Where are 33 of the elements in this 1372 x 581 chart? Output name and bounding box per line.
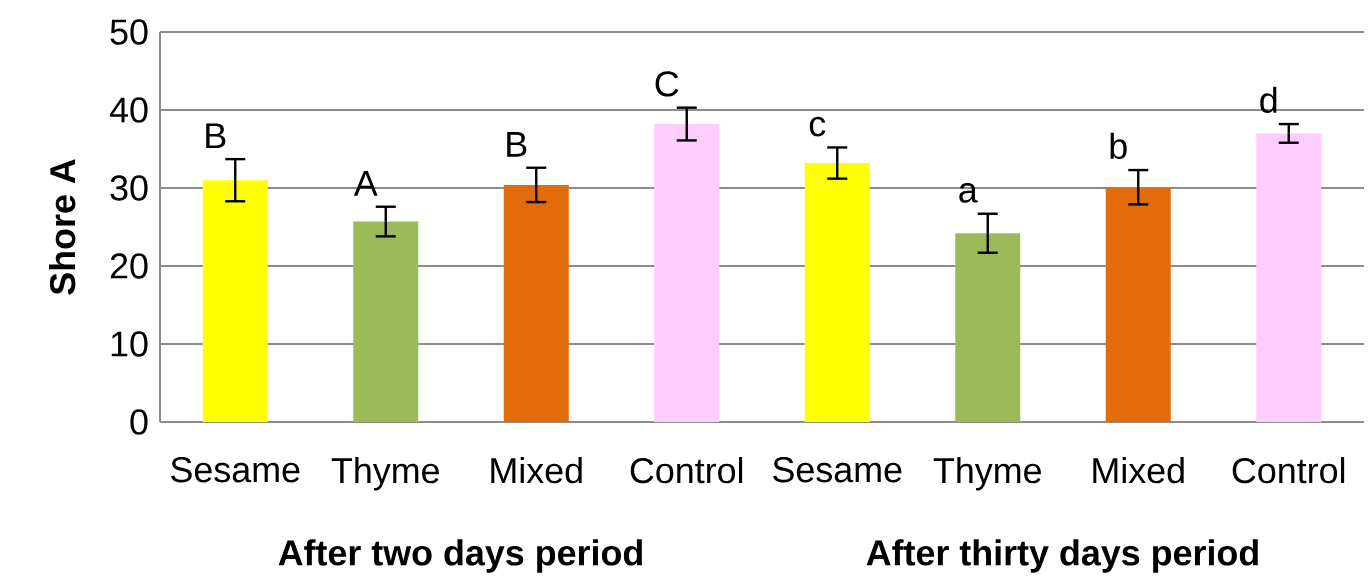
y-tick-label: 40: [109, 97, 148, 123]
y-tick-label: 20: [110, 253, 148, 279]
x-tick-label: Mixed: [491, 457, 582, 484]
x-tick-label: Thyme: [933, 457, 1041, 491]
data-label: B: [206, 123, 226, 149]
data-label: a: [959, 183, 978, 203]
x-tick-label: Control: [630, 457, 743, 484]
bar: [1105, 187, 1171, 422]
bar: [353, 221, 419, 422]
x-tick-label: Sesame: [773, 457, 902, 483]
data-label: C: [655, 71, 679, 97]
data-label: d: [1260, 86, 1277, 113]
bar: [1256, 133, 1322, 422]
x-tick-label: Control: [1232, 457, 1345, 484]
data-label: c: [809, 116, 826, 137]
y-axis-title: Shore A: [49, 159, 76, 295]
data-label: b: [1110, 132, 1127, 160]
bar: [955, 233, 1021, 422]
y-tick-label: 10: [111, 331, 148, 357]
text: After two days period: [278, 539, 642, 573]
y-tick-label: 50: [110, 19, 148, 45]
y-tick-label: 30: [110, 175, 148, 201]
bar: [804, 163, 870, 422]
bar: [503, 184, 569, 422]
x-tick-label: Sesame: [171, 457, 300, 483]
y-tick-label: 0: [130, 409, 148, 435]
bar: [654, 124, 720, 422]
data-label: A: [353, 171, 378, 196]
data-label: B: [507, 132, 527, 157]
bar: [202, 180, 268, 422]
x-tick-label: Thyme: [331, 457, 439, 491]
text: After thirty days period: [866, 539, 1258, 573]
x-tick-label: Mixed: [1093, 457, 1184, 484]
